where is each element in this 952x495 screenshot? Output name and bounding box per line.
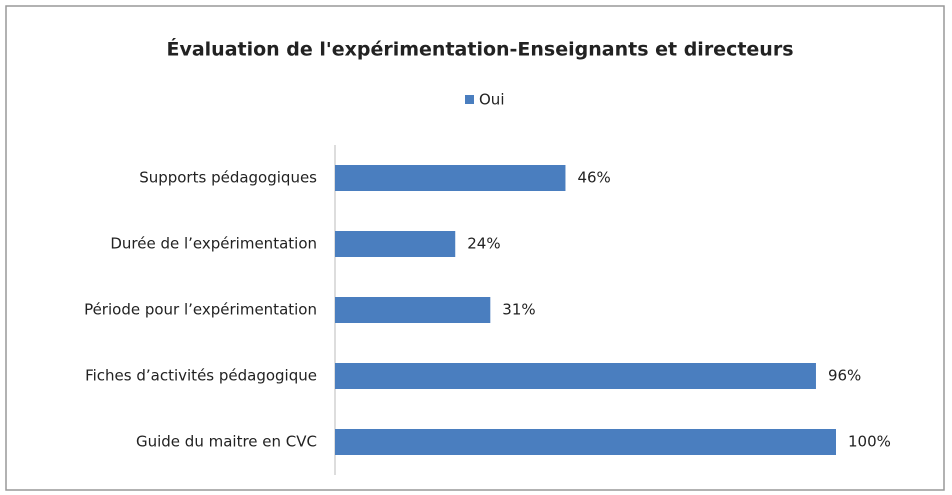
data-label: 96% — [828, 367, 861, 385]
bar — [335, 231, 456, 257]
bar — [335, 297, 491, 323]
y-tick-label: Période pour l’expérimentation — [84, 301, 317, 319]
y-tick-label: Guide du maitre en CVC — [136, 433, 317, 451]
data-label: 31% — [502, 301, 535, 319]
bar — [335, 429, 836, 455]
data-label: 100% — [848, 433, 891, 451]
bar — [335, 363, 816, 389]
chart-title: Évaluation de l'expérimentation-Enseigna… — [166, 38, 793, 61]
chart-frame — [5, 5, 945, 491]
data-label: 24% — [467, 235, 500, 253]
bar — [335, 165, 566, 191]
y-tick-label: Durée de l’expérimentation — [110, 235, 317, 253]
y-tick-label: Fiches d’activités pédagogique — [85, 367, 317, 385]
legend-label: Oui — [479, 91, 504, 109]
legend-swatch — [465, 95, 474, 104]
y-tick-label: Supports pédagogiques — [139, 169, 317, 187]
data-label: 46% — [577, 169, 610, 187]
